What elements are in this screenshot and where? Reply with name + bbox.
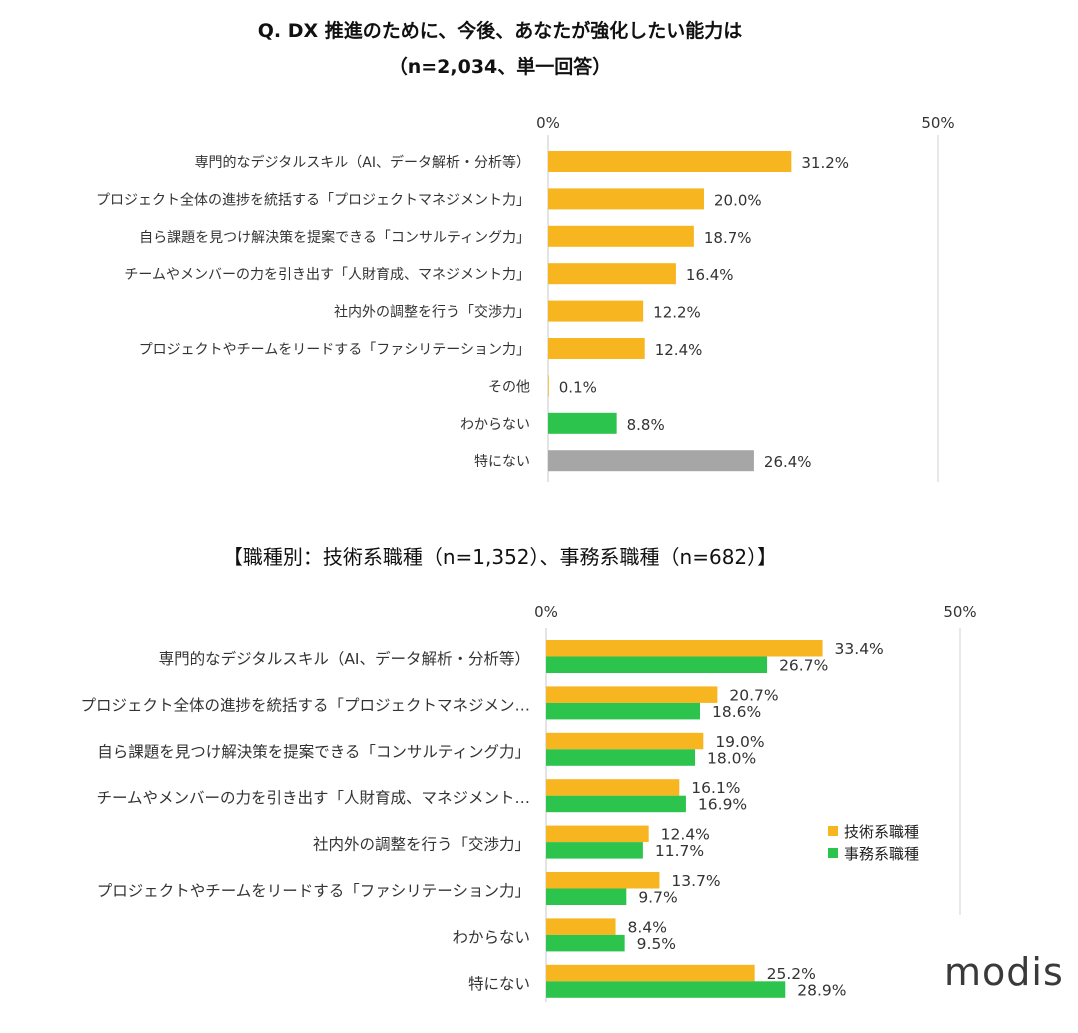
category-label: 自ら課題を見つけ解決策を提案できる「コンサルティング力」 — [139, 229, 530, 246]
data-label: 18.7% — [704, 229, 752, 247]
category-label: 社内外の調整を行う「交渉力」 — [334, 304, 530, 321]
category-label: 専門的なデジタルスキル（AI、データ解析・分析等） — [195, 154, 530, 171]
chart-title-sample: （n=2,034、単一回答） — [388, 56, 612, 78]
legend-item-office: 事務系職種 — [828, 842, 919, 864]
category-label: わからない — [452, 928, 530, 946]
legend-swatch-office — [828, 848, 838, 858]
bar — [546, 825, 649, 843]
data-label: 31.2% — [801, 154, 849, 172]
legend-item-tech: 技術系職種 — [828, 820, 919, 842]
data-label: 20.7% — [729, 686, 778, 704]
chart-title: Q. DX 推進のために、今後、あなたが強化したい能力は — [257, 20, 743, 42]
data-label: 26.4% — [764, 453, 812, 471]
x-tick-label-0: 0% — [536, 114, 560, 132]
x-tick-label-0: 0% — [534, 603, 558, 621]
chart-subtitle: 【職種別：技術系職種（n=1,352）、事務系職種（n=682）】 — [222, 545, 778, 569]
data-label: 12.4% — [661, 826, 710, 844]
legend-swatch-tech — [828, 826, 838, 836]
bar — [546, 842, 643, 859]
category-label: 特にない — [468, 975, 530, 993]
bar — [546, 888, 627, 905]
bar — [548, 450, 754, 472]
bar — [546, 640, 823, 657]
category-label: 専門的なデジタルスキル（AI、データ解析・分析等） — [159, 649, 530, 668]
data-label: 33.4% — [835, 640, 884, 658]
x-tick-label-50: 50% — [921, 114, 954, 132]
bar — [546, 934, 625, 952]
bar — [546, 964, 755, 982]
data-label: 16.1% — [691, 779, 740, 797]
data-label: 26.7% — [779, 657, 828, 675]
bar — [546, 872, 660, 889]
bar — [546, 981, 786, 998]
category-label: プロジェクト全体の進捗を統括する「プロジェクトマネジメン… — [80, 696, 530, 714]
category-label: わからない — [460, 417, 530, 433]
bar — [546, 918, 616, 935]
category-label: チームやメンバーの力を引き出す「人財育成、マネジメント力」 — [124, 267, 530, 283]
category-label: プロジェクトやチームをリードする「ファシリテーション力」 — [139, 342, 530, 358]
data-label: 9.7% — [638, 889, 677, 907]
bar — [548, 300, 644, 322]
bar — [548, 412, 617, 434]
category-label: プロジェクトやチームをリードする「ファシリテーション力」 — [97, 882, 530, 900]
data-label: 25.2% — [767, 965, 816, 983]
category-label: チームやメンバーの力を引き出す「人財育成、マネジメント… — [96, 789, 530, 807]
bar — [546, 702, 701, 720]
data-label: 12.4% — [655, 341, 703, 359]
bar — [546, 686, 718, 703]
legend: 技術系職種 事務系職種 — [828, 820, 919, 864]
data-label: 12.2% — [653, 304, 701, 322]
category-label: 自ら課題を見つけ解決策を提案できる「コンサルティング力」 — [97, 743, 530, 761]
category-label: 社内外の調整を行う「交渉力」 — [313, 836, 530, 854]
data-label: 11.7% — [655, 842, 704, 860]
data-label: 18.6% — [712, 703, 761, 721]
bar — [546, 749, 696, 766]
bar — [546, 795, 686, 813]
legend-label-tech: 技術系職種 — [844, 822, 920, 841]
data-label: 18.0% — [707, 749, 756, 767]
data-label: 13.7% — [671, 872, 720, 890]
modis-logo: modis — [944, 950, 1064, 994]
category-label: 特にない — [474, 454, 530, 470]
bar — [546, 779, 680, 796]
data-label: 16.9% — [698, 796, 747, 814]
bar — [548, 151, 792, 172]
legend-label-office: 事務系職種 — [844, 844, 920, 863]
data-label: 20.0% — [714, 191, 762, 209]
data-label: 8.4% — [628, 918, 667, 936]
category-label: プロジェクト全体の進捗を統括する「プロジェクトマネジメント力」 — [96, 191, 530, 208]
data-label: 16.4% — [686, 266, 734, 284]
bar — [546, 656, 768, 673]
data-label: 9.5% — [637, 935, 676, 953]
bar — [548, 375, 549, 397]
bar — [548, 225, 694, 247]
data-label: 0.1% — [559, 378, 597, 396]
bar — [548, 188, 704, 210]
bar — [548, 263, 676, 285]
data-label: 19.0% — [715, 733, 764, 751]
bar — [546, 732, 704, 750]
bar — [548, 338, 645, 359]
category-label: その他 — [488, 379, 530, 395]
x-tick-label-50: 50% — [943, 603, 976, 621]
data-label: 28.9% — [797, 981, 846, 999]
data-label: 8.8% — [627, 416, 665, 434]
